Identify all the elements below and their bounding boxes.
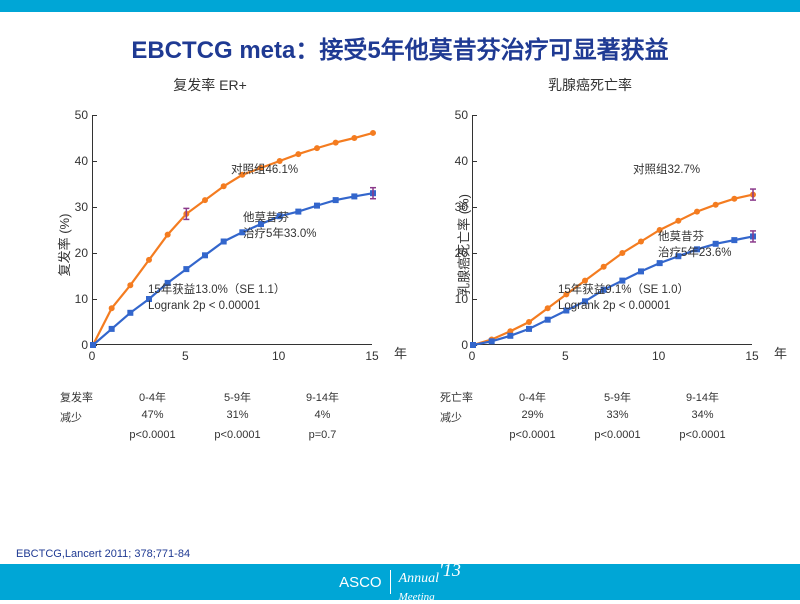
right-stats: 15年获益9.1%（SE 1.0） Logrank 2p < 0.00001 (558, 283, 689, 314)
left-plot-wrap: 复发率 (%) 01020304050051015 年 对照组46.1% 他莫昔… (60, 105, 400, 385)
footer-event: Annual'13 Meeting (399, 560, 461, 604)
table-row: p<0.0001 p<0.0001 p=0.7 (60, 429, 390, 441)
right-control-label: 对照组32.7% (633, 163, 700, 179)
right-chart: 乳腺癌死亡率 乳腺癌死亡率 (%) 01020304050051015 年 对照… (410, 75, 770, 441)
table-row: p<0.0001 p<0.0001 p<0.0001 (440, 429, 770, 441)
right-treatment-label: 他莫昔芬 治疗5年23.6% (658, 230, 732, 261)
footer-bar: ASCO Annual'13 Meeting (0, 564, 800, 600)
table-row: 减少 47% 31% 4% (60, 409, 390, 425)
left-control-label: 对照组46.1% (231, 163, 298, 179)
table-row: 死亡率 0-4年 5-9年 9-14年 (440, 389, 770, 405)
footer-org: ASCO (339, 574, 382, 591)
left-table: 复发率 0-4年 5-9年 9-14年 减少 47% 31% 4% p<0.00… (60, 389, 390, 441)
right-x-unit: 年 (774, 343, 787, 362)
left-chart-title: 复发率 ER+ (30, 75, 390, 95)
top-accent-bar (0, 0, 800, 12)
citation: EBCTCG,Lancert 2011; 378;771-84 (16, 548, 190, 560)
right-plot: 年 对照组32.7% 他莫昔芬 治疗5年23.6% 15年获益9.1%（SE 1… (472, 115, 752, 345)
right-plot-wrap: 乳腺癌死亡率 (%) 01020304050051015 年 对照组32.7% … (440, 105, 780, 385)
charts-container: 复发率 ER+ 复发率 (%) 01020304050051015 年 对照组4… (0, 75, 800, 441)
table-row: 减少 29% 33% 34% (440, 409, 770, 425)
right-table: 死亡率 0-4年 5-9年 9-14年 减少 29% 33% 34% p<0.0… (440, 389, 770, 441)
left-chart: 复发率 ER+ 复发率 (%) 01020304050051015 年 对照组4… (30, 75, 390, 441)
left-plot: 年 对照组46.1% 他莫昔芬 治疗5年33.0% 15年获益13.0%（SE … (92, 115, 372, 345)
table-row: 复发率 0-4年 5-9年 9-14年 (60, 389, 390, 405)
left-stats: 15年获益13.0%（SE 1.1） Logrank 2p < 0.00001 (148, 283, 285, 314)
left-x-unit: 年 (394, 343, 407, 362)
slide-title: EBCTCG meta：接受5年他莫昔芬治疗可显著获益 (0, 12, 800, 75)
footer-separator (390, 570, 391, 594)
right-chart-title: 乳腺癌死亡率 (410, 75, 770, 95)
left-treatment-label: 他莫昔芬 治疗5年33.0% (243, 211, 317, 242)
